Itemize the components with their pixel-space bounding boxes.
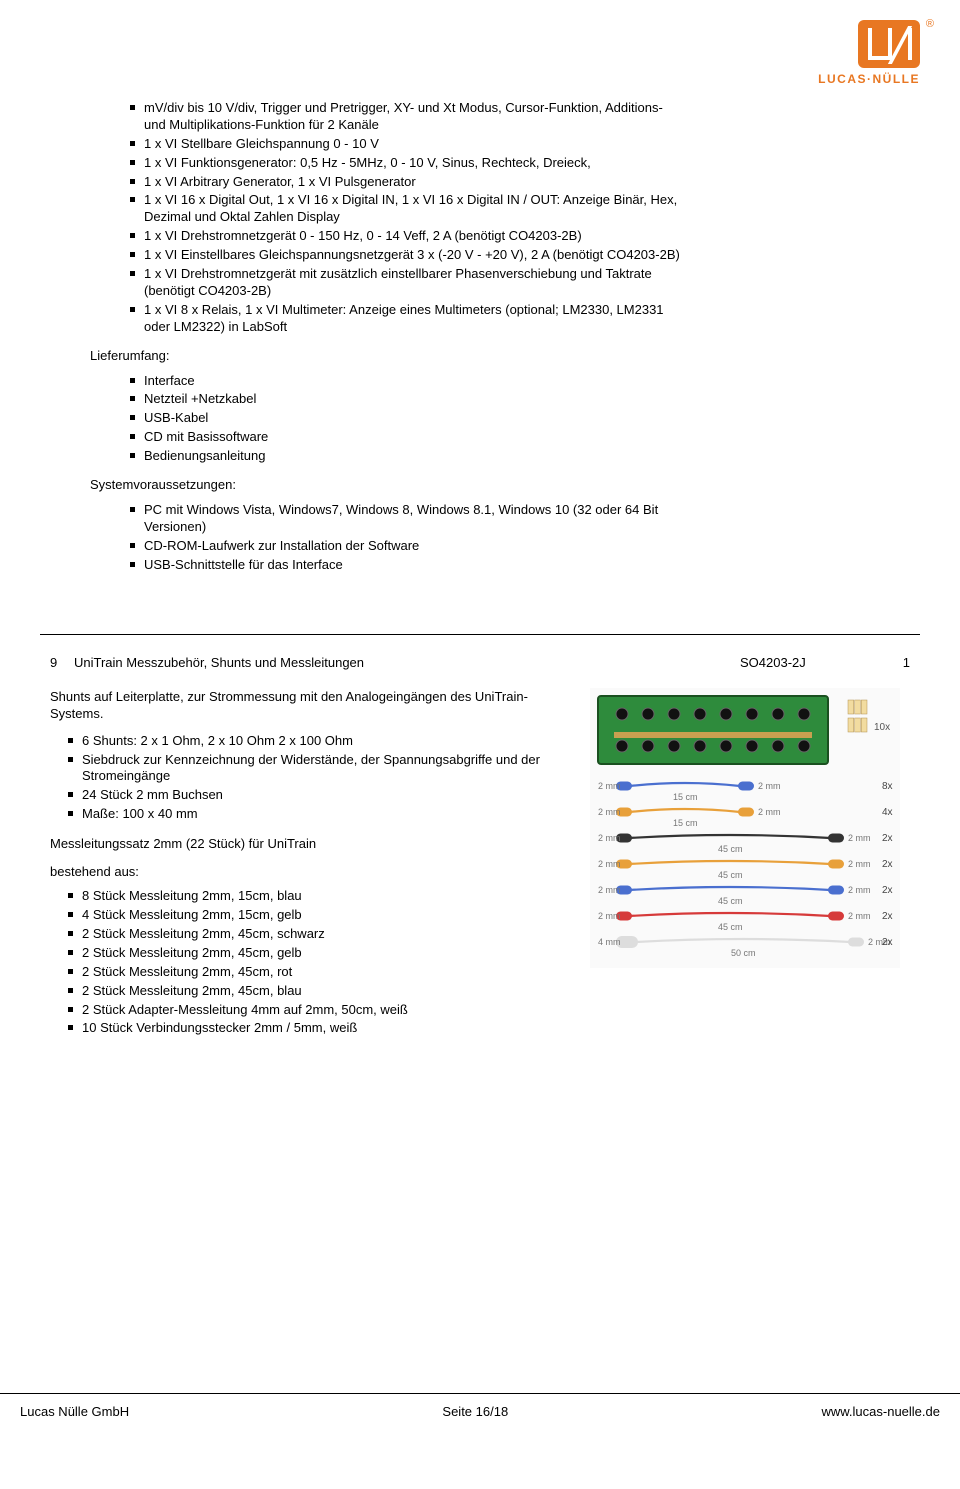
list-item: 1 x VI Drehstromnetzgerät 0 - 150 Hz, 0 … (130, 228, 680, 245)
footer-page: Seite 16/18 (442, 1404, 508, 1419)
svg-text:2 mm: 2 mm (758, 807, 781, 817)
list-item: 1 x VI 8 x Relais, 1 x VI Multimeter: An… (130, 302, 680, 336)
list-item: 2 Stück Messleitung 2mm, 45cm, blau (68, 983, 570, 1000)
list-item: 24 Stück 2 mm Buchsen (68, 787, 570, 804)
brand-logo: ® LUCAS·NÜLLE (780, 20, 920, 90)
svg-text:2 mm: 2 mm (598, 833, 621, 843)
list-item: 2 Stück Adapter-Messleitung 4mm auf 2mm,… (68, 1002, 570, 1019)
logo-mark: ® (858, 20, 920, 68)
product-svg: 10x 2 mm 15 cm 2 mm 8x 2 mm 15 cm 2 mm 4x 2 mm 45 … (590, 688, 900, 968)
svg-text:2 mm: 2 mm (598, 807, 621, 817)
svg-text:2 mm: 2 mm (598, 781, 621, 791)
svg-text:2 mm: 2 mm (598, 911, 621, 921)
list-item: USB-Kabel (130, 410, 680, 427)
list-item: CD-ROM-Laufwerk zur Installation der Sof… (130, 538, 680, 555)
list-item: mV/div bis 10 V/div, Trigger und Pretrig… (130, 100, 680, 134)
sysreq-list: PC mit Windows Vista, Windows7, Windows … (110, 502, 680, 574)
list-item: 1 x VI Einstellbares Gleichspannungsnetz… (130, 247, 680, 264)
kit-heading: Messleitungssatz 2mm (22 Stück) für UniT… (50, 835, 570, 853)
list-item: 1 x VI Stellbare Gleichspannung 0 - 10 V (130, 136, 680, 153)
list-item: USB-Schnittstelle für das Interface (130, 557, 680, 574)
list-item: 4 Stück Messleitung 2mm, 15cm, gelb (68, 907, 570, 924)
svg-text:2 mm: 2 mm (598, 885, 621, 895)
svg-text:4x: 4x (882, 807, 893, 818)
list-item: Siebdruck zur Kennzeichnung der Widerstä… (68, 752, 570, 786)
svg-text:2 mm: 2 mm (848, 911, 871, 921)
intro-text: Shunts auf Leiterplatte, zur Strommessun… (50, 688, 570, 723)
svg-text:2 mm: 2 mm (848, 859, 871, 869)
item-sku: SO4203-2J (740, 655, 880, 670)
section-2-body: Shunts auf Leiterplatte, zur Strommessun… (40, 688, 920, 1050)
list-item: 6 Shunts: 2 x 1 Ohm, 2 x 10 Ohm 2 x 100 … (68, 733, 570, 750)
svg-text:2x: 2x (882, 911, 893, 922)
section-1-content: mV/div bis 10 V/div, Trigger und Pretrig… (40, 20, 680, 574)
svg-text:45 cm: 45 cm (718, 844, 743, 854)
svg-text:2 mm: 2 mm (598, 859, 621, 869)
lieferumfang-label: Lieferumfang: (90, 348, 680, 363)
svg-text:15 cm: 15 cm (673, 818, 698, 828)
item-header-row: 9 UniTrain Messzubehör, Shunts und Messl… (40, 655, 920, 670)
svg-text:2 mm: 2 mm (848, 885, 871, 895)
footer-company: Lucas Nülle GmbH (20, 1404, 129, 1419)
list-item: 2 Stück Messleitung 2mm, 45cm, schwarz (68, 926, 570, 943)
list-item: Interface (130, 373, 680, 390)
kit-list: 8 Stück Messleitung 2mm, 15cm, blau 4 Stü… (50, 888, 570, 1037)
list-item: 2 Stück Messleitung 2mm, 45cm, rot (68, 964, 570, 981)
brand-name: LUCAS·NÜLLE (780, 72, 920, 86)
footer-url: www.lucas-nuelle.de (821, 1404, 940, 1419)
list-item: CD mit Basissoftware (130, 429, 680, 446)
svg-text:45 cm: 45 cm (718, 870, 743, 880)
section-divider (40, 634, 920, 635)
shunt-list: 6 Shunts: 2 x 1 Ohm, 2 x 10 Ohm 2 x 100 … (50, 733, 570, 823)
svg-text:50 cm: 50 cm (731, 948, 756, 958)
svg-text:2 mm: 2 mm (848, 833, 871, 843)
item-title: UniTrain Messzubehör, Shunts und Messlei… (74, 655, 740, 670)
svg-text:10x: 10x (874, 722, 890, 733)
product-image: 10x 2 mm 15 cm 2 mm 8x 2 mm 15 cm 2 mm 4x 2 mm 45 … (590, 688, 900, 968)
svg-text:45 cm: 45 cm (718, 896, 743, 906)
list-item: PC mit Windows Vista, Windows7, Windows … (130, 502, 680, 536)
item-number: 9 (50, 655, 74, 670)
list-item: Bedienungsanleitung (130, 448, 680, 465)
lieferumfang-list: InterfaceNetzteil +Netzkabel USB-Kabel CD … (110, 373, 680, 465)
list-item: 1 x VI 16 x Digital Out, 1 x VI 16 x Dig… (130, 192, 680, 226)
list-item: Netzteil +Netzkabel (130, 391, 680, 408)
list-item: 2 Stück Messleitung 2mm, 45cm, gelb (68, 945, 570, 962)
svg-text:2 mm: 2 mm (758, 781, 781, 791)
list-item: 8 Stück Messleitung 2mm, 15cm, blau (68, 888, 570, 905)
svg-text:2x: 2x (882, 937, 893, 948)
section-2-text: Shunts auf Leiterplatte, zur Strommessun… (50, 688, 590, 1050)
page: ® LUCAS·NÜLLE mV/div bis 10 V/div, Trigg… (0, 0, 960, 1429)
sysreq-label: Systemvoraussetzungen: (90, 477, 680, 492)
svg-text:15 cm: 15 cm (673, 792, 698, 802)
page-footer: Lucas Nülle GmbH Seite 16/18 www.lucas-n… (0, 1393, 960, 1429)
svg-text:2x: 2x (882, 885, 893, 896)
item-qty: 1 (880, 655, 910, 670)
svg-text:8x: 8x (882, 781, 893, 792)
bestehend-label: bestehend aus: (50, 863, 570, 881)
svg-text:2x: 2x (882, 833, 893, 844)
svg-text:2x: 2x (882, 859, 893, 870)
list-item: 1 x VI Arbitrary Generator, 1 x VI Pulsg… (130, 174, 680, 191)
list-item: Maße: 100 x 40 mm (68, 806, 570, 823)
list-item: 10 Stück Verbindungsstecker 2mm / 5mm, w… (68, 1020, 570, 1037)
spec-list: mV/div bis 10 V/div, Trigger und Pretrig… (110, 100, 680, 336)
list-item: 1 x VI Funktionsgenerator: 0,5 Hz - 5MHz… (130, 155, 680, 172)
svg-text:4 mm: 4 mm (598, 937, 621, 947)
svg-text:45 cm: 45 cm (718, 922, 743, 932)
list-item: 1 x VI Drehstromnetzgerät mit zusätzlich… (130, 266, 680, 300)
registered-mark: ® (926, 18, 934, 30)
